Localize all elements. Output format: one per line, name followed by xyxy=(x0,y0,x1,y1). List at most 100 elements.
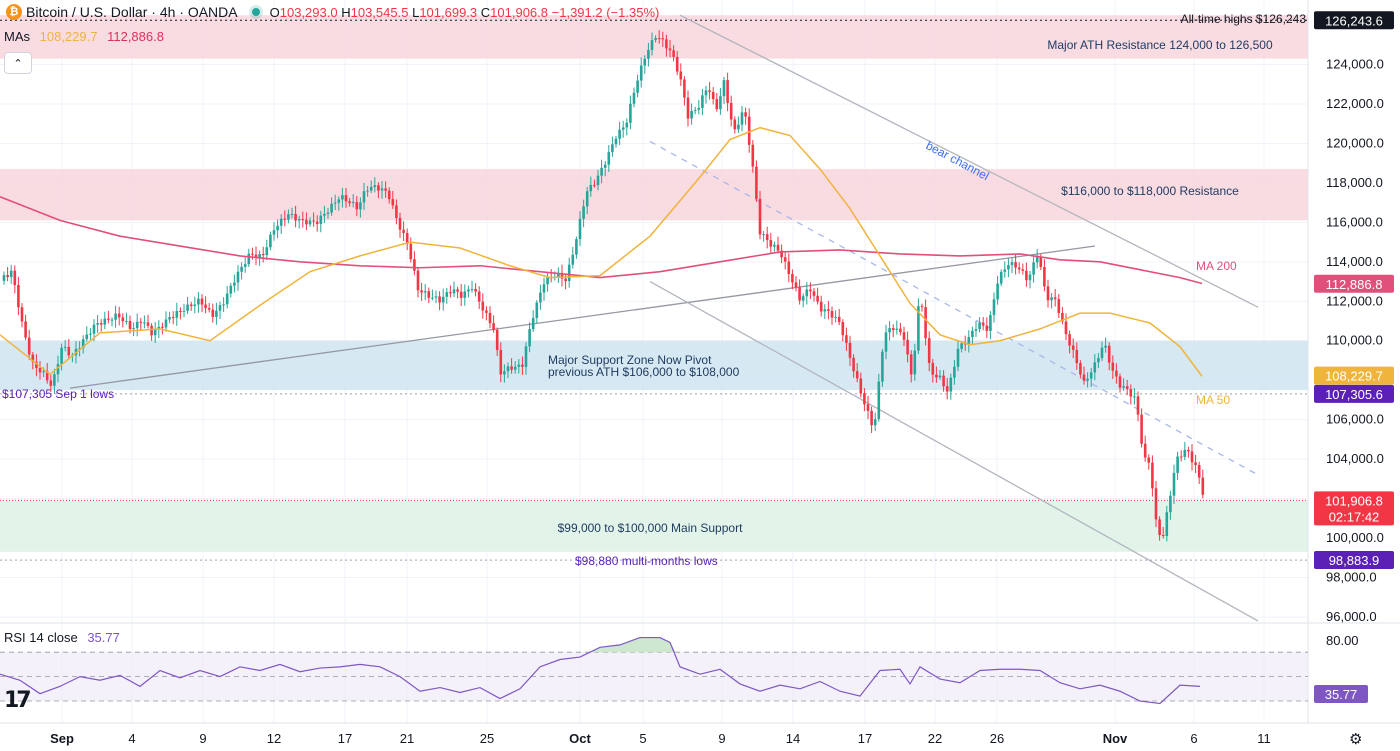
candle xyxy=(852,357,855,372)
candle xyxy=(521,364,524,367)
symbol-title[interactable]: Bitcoin / U.S. Dollar · 4h · OANDA xyxy=(26,4,238,20)
candle xyxy=(1107,345,1111,363)
candle xyxy=(107,318,110,320)
candle xyxy=(913,350,917,375)
candle xyxy=(960,343,963,349)
candle xyxy=(996,283,999,300)
zone-major-support xyxy=(0,340,1308,391)
x-tick-label: 26 xyxy=(990,731,1004,746)
candle xyxy=(276,225,279,231)
candle xyxy=(557,272,560,277)
candle xyxy=(377,185,380,191)
candle xyxy=(999,271,1003,284)
candle xyxy=(657,38,661,40)
candle xyxy=(625,122,629,128)
candle xyxy=(459,291,463,298)
candle xyxy=(1025,270,1028,281)
candle xyxy=(182,310,186,312)
candle xyxy=(135,321,139,329)
candle xyxy=(686,97,690,119)
candle xyxy=(953,366,956,378)
candle xyxy=(535,302,539,318)
candle xyxy=(89,333,92,335)
mas-legend[interactable]: MAs 108,229.7 112,886.8 xyxy=(4,29,164,44)
x-tick-label: 25 xyxy=(480,731,494,746)
candle xyxy=(711,91,715,100)
candle xyxy=(974,329,978,331)
candle xyxy=(816,295,819,302)
x-tick-label: 12 xyxy=(267,731,281,746)
gear-icon[interactable]: ⚙ xyxy=(1349,731,1363,748)
candle xyxy=(693,109,697,111)
candle xyxy=(906,339,909,355)
candle xyxy=(747,116,751,145)
candle xyxy=(873,419,877,426)
market-open-icon xyxy=(251,8,260,16)
candle xyxy=(121,317,125,322)
candle xyxy=(1068,334,1071,346)
candle xyxy=(153,329,157,336)
candle xyxy=(531,317,535,330)
candle xyxy=(215,310,218,317)
candle xyxy=(67,346,71,356)
candle xyxy=(204,304,207,309)
candle xyxy=(341,195,344,200)
rsi-legend[interactable]: RSI 14 close 35.77 xyxy=(4,630,120,645)
y-tick-label: 98,000.0 xyxy=(1326,570,1377,585)
ma200-line xyxy=(0,195,1203,285)
candle xyxy=(845,335,848,343)
candle xyxy=(1136,396,1140,415)
candle xyxy=(81,339,85,349)
candle xyxy=(765,234,769,241)
y-tick-label: 122,000.0 xyxy=(1326,96,1384,111)
price-tag-label: 101,906.8 xyxy=(1325,493,1383,508)
candle xyxy=(945,386,949,392)
candle xyxy=(848,342,852,358)
candle xyxy=(398,217,402,230)
candle xyxy=(1147,457,1151,463)
candle xyxy=(1176,456,1179,473)
candle xyxy=(564,278,567,282)
candle xyxy=(737,124,740,130)
tradingview-logo-icon[interactable]: 17 xyxy=(4,688,32,713)
candle xyxy=(395,205,398,218)
candle xyxy=(837,316,841,323)
candle xyxy=(474,288,477,292)
candle xyxy=(1079,363,1082,375)
bear-channel-lower xyxy=(649,280,1259,622)
candle xyxy=(366,190,369,192)
candle xyxy=(1165,512,1169,537)
candle xyxy=(1032,262,1035,275)
y-tick-label: 106,000.0 xyxy=(1326,412,1384,427)
candle xyxy=(675,56,679,72)
candle xyxy=(1071,345,1075,350)
candle xyxy=(510,366,513,370)
candle xyxy=(384,188,387,191)
x-tick-label: 5 xyxy=(639,731,646,746)
candle xyxy=(488,312,492,324)
collapse-legend-button[interactable]: ⌃ xyxy=(4,52,32,74)
candle xyxy=(27,337,31,355)
candle xyxy=(251,253,254,255)
candle xyxy=(690,110,693,119)
candle xyxy=(38,367,42,373)
candle xyxy=(452,289,456,294)
countdown-label: 02:17:42 xyxy=(1329,509,1380,524)
candle xyxy=(888,328,891,333)
candle xyxy=(805,289,809,297)
candle xyxy=(31,354,35,362)
candle xyxy=(967,337,971,345)
candle xyxy=(1187,449,1190,452)
candle xyxy=(362,191,366,203)
candle xyxy=(513,366,517,370)
candle xyxy=(902,332,906,340)
candle xyxy=(1057,299,1061,313)
candle xyxy=(110,319,114,321)
candle xyxy=(1093,362,1097,373)
y-tick-label: 120,000.0 xyxy=(1326,135,1384,150)
candle xyxy=(164,319,168,328)
candle xyxy=(254,254,258,258)
chevron-up-icon: ⌃ xyxy=(13,57,23,70)
candle xyxy=(697,107,701,110)
